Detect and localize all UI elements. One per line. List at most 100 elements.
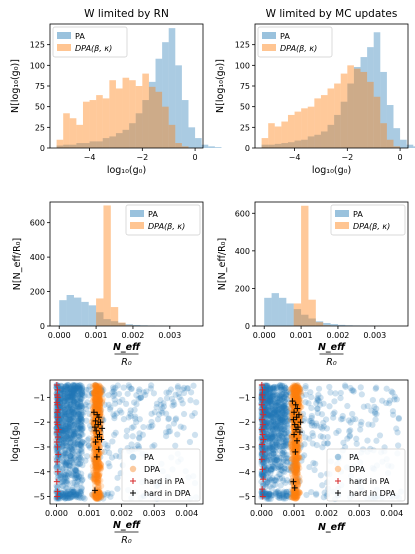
scatter-rn-point-pa (70, 488, 77, 495)
scatter-rn-point-pa (68, 431, 75, 438)
hist-g0-rn-bar-pa (175, 65, 182, 148)
scatter-rn-point-pa (70, 488, 77, 495)
scatter-rn-point-pa (60, 493, 67, 501)
scatter-rn-point-pa (67, 389, 74, 396)
scatter-mc-point-pa (309, 419, 316, 426)
scatter-rn-point-pa (60, 390, 67, 398)
scatter-rn-point-pa (69, 484, 76, 491)
hist-neff-mc-xtick-label: 0.002 (326, 331, 349, 340)
scatter-rn-point-pa (131, 413, 139, 420)
scatter-rn-point-pa (71, 435, 78, 442)
scatter-rn-point-pa (65, 411, 72, 418)
scatter-rn-point-pa (77, 442, 84, 449)
scatter-rn-point-pa (77, 395, 84, 402)
hist-g0-rn-ytick-label: 0 (40, 144, 45, 153)
scatter-rn-point-pa (91, 457, 98, 464)
scatter-rn-point-pa (74, 440, 81, 448)
scatter-rn-point-pa (73, 400, 81, 408)
scatter-rn-point-pa (65, 436, 72, 443)
scatter-rn-point-pa (67, 491, 74, 498)
hist-neff-mc-xtick-label: 0.000 (253, 331, 276, 340)
scatter-rn-point-pa (64, 421, 72, 428)
scatter-mc-point-pa (281, 401, 288, 408)
scatter-rn-point-pa (75, 461, 82, 468)
hist-g0-rn-bar-dpa (102, 98, 110, 148)
scatter-rn-point-pa (71, 443, 78, 451)
scatter-mc-point-pa (275, 491, 283, 499)
scatter-rn-point-pa (64, 390, 72, 397)
scatter-rn-point-pa (60, 424, 67, 431)
scatter-rn-point-pa (127, 410, 134, 417)
scatter-rn-point-pa (148, 410, 155, 417)
scatter-rn-point-pa (76, 436, 83, 444)
scatter-rn-point-pa (64, 381, 71, 389)
scatter-rn-legend-label: DPA (144, 465, 160, 474)
hist-g0-rn-bar-dpa (69, 118, 77, 148)
scatter-rn-point-pa (71, 398, 78, 406)
scatter-rn-point-pa (60, 459, 68, 467)
scatter-rn-point-pa (61, 473, 68, 481)
hist-g0-rn-bar-pa (214, 147, 222, 148)
scatter-rn-point-pa (67, 489, 75, 496)
hist-g0-mc-bar-dpa (294, 111, 302, 148)
scatter-rn-point-pa (67, 490, 74, 498)
scatter-rn-point-pa (70, 388, 78, 396)
scatter-rn-point-pa (67, 386, 74, 393)
scatter-mc-point-pa (266, 398, 274, 405)
hist-neff-mc-xlabel-numerator: N_eff (318, 342, 346, 353)
scatter-rn-point-pa (77, 421, 84, 428)
scatter-rn-point-pa (62, 490, 69, 497)
scatter-mc-point-pa (302, 434, 309, 441)
hist-g0-mc-bar-pa (413, 146, 415, 148)
hist-g0-rn-bar-pa (56, 145, 64, 148)
scatter-rn-point-pa (60, 403, 67, 410)
scatter-rn-point-pa (76, 424, 83, 432)
hist-g0-rn-bar-pa (188, 127, 196, 148)
scatter-rn-point-pa (59, 478, 67, 485)
scatter-rn-point-pa (110, 411, 117, 418)
scatter-rn-point-pa (130, 423, 137, 430)
scatter-rn-point-pa (63, 383, 70, 390)
scatter-rn-point-pa (63, 457, 70, 464)
scatter-rn-point-pa (65, 470, 72, 477)
scatter-rn-point-pa (77, 488, 84, 495)
scatter-rn-point-pa (171, 401, 178, 408)
scatter-rn-point-pa (68, 486, 75, 493)
scatter-rn-point-pa (78, 390, 86, 398)
scatter-rn-point-pa (67, 434, 74, 442)
hist-g0-mc-ytick-label: 75 (240, 82, 250, 91)
scatter-rn-point-pa (60, 493, 67, 500)
scatter-rn-point-pa (77, 423, 84, 431)
scatter-rn-point-pa (77, 386, 84, 394)
scatter-rn-point-pa (116, 407, 124, 414)
scatter-rn-ytick-label: −1 (33, 393, 45, 402)
hist-g0-mc-bar-dpa (301, 108, 308, 148)
scatter-mc-point-pa (373, 437, 380, 444)
scatter-rn-point-pa (78, 456, 85, 463)
scatter-rn-point-pa (74, 474, 81, 481)
scatter-rn-point-pa (193, 399, 200, 406)
scatter-rn-point-pa (105, 392, 112, 399)
scatter-rn-point-pa (60, 411, 67, 418)
scatter-rn-point-pa (70, 382, 78, 389)
scatter-rn-point-pa (72, 385, 79, 393)
scatter-rn-point-pa (58, 382, 65, 389)
scatter-rn-point-pa (61, 492, 68, 500)
scatter-rn-point-pa (72, 381, 79, 389)
scatter-rn-point-pa (70, 388, 77, 395)
scatter-mc-point-pa (317, 401, 324, 408)
scatter-rn-point-pa (70, 431, 77, 438)
scatter-rn-point-pa (115, 390, 123, 398)
scatter-rn-point-pa (61, 390, 69, 397)
scatter-rn-point-pa (67, 403, 74, 410)
scatter-rn-point-pa (72, 428, 79, 435)
scatter-rn-point-pa (65, 447, 73, 454)
scatter-rn-point-pa (112, 429, 119, 436)
scatter-mc-point-pa (322, 416, 330, 423)
scatter-rn-point-pa (62, 450, 70, 457)
scatter-rn-point-pa (60, 476, 68, 484)
scatter-rn-ytick-label: −2 (33, 418, 45, 427)
hist-neff-rn-xtick-label: 0.000 (48, 331, 71, 340)
scatter-mc-point-dpa (291, 493, 298, 500)
scatter-rn-point-pa (145, 423, 153, 431)
